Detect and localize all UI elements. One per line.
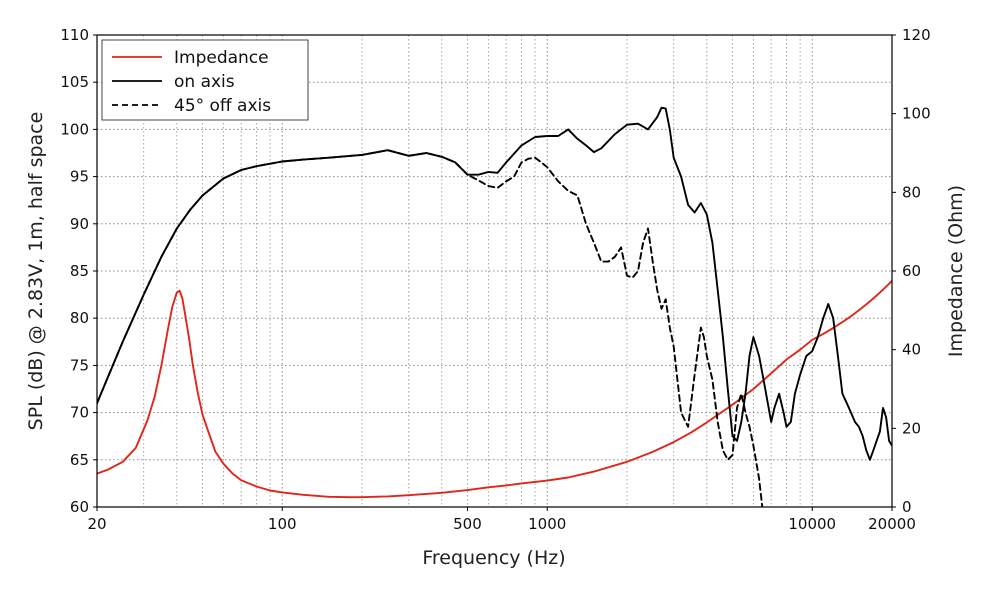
x-tick-labels: 20 100 500 1000 10000 20000 xyxy=(87,507,916,533)
x-tick-label: 10000 xyxy=(788,515,836,533)
legend-label-off-axis: 45° off axis xyxy=(174,96,271,116)
x-tick-label: 500 xyxy=(453,515,482,533)
left-y-tick-label: 90 xyxy=(70,215,89,233)
left-y-tick-labels: 60 65 70 75 80 85 90 95 100 105 110 xyxy=(60,26,97,516)
x-axis-title: Frequency (Hz) xyxy=(422,547,565,569)
series-line-impedance xyxy=(97,279,892,499)
plot-frame xyxy=(96,34,893,508)
legend-label-on-axis: on axis xyxy=(174,72,235,92)
series-line-45-off-axis xyxy=(97,149,764,507)
left-y-tick-label: 85 xyxy=(70,262,89,280)
x-tick-label: 1000 xyxy=(528,515,566,533)
left-y-tick-label: 80 xyxy=(70,309,89,327)
left-y-tick-label: 105 xyxy=(60,73,89,91)
right-y-axis-title: Impedance (Ohm) xyxy=(945,185,967,357)
legend-box xyxy=(101,39,309,121)
x-tick-label: 20 xyxy=(87,515,106,533)
right-y-tick-label: 20 xyxy=(902,419,921,437)
left-y-tick-label: 70 xyxy=(70,404,89,422)
right-y-tick-label: 120 xyxy=(902,26,931,44)
series-layer xyxy=(97,106,892,507)
right-y-tick-label: 100 xyxy=(902,105,931,123)
legend-label-impedance: Impedance xyxy=(174,48,269,68)
left-y-tick-label: 75 xyxy=(70,356,89,374)
right-y-tick-label: 80 xyxy=(902,183,921,201)
right-y-tick-label: 0 xyxy=(902,498,912,516)
x-tick-label: 20000 xyxy=(868,515,916,533)
left-y-axis-title: SPL (dB) @ 2.83V, 1m, half space xyxy=(25,112,47,431)
left-y-tick-label: 95 xyxy=(70,168,89,186)
left-y-tick-label: 65 xyxy=(70,451,89,469)
right-y-tick-label: 60 xyxy=(902,262,921,280)
right-y-tick-label: 40 xyxy=(902,341,921,359)
left-y-tick-label: 110 xyxy=(60,26,89,44)
left-y-tick-label: 60 xyxy=(70,498,89,516)
left-y-tick-label: 100 xyxy=(60,120,89,138)
right-y-tick-labels: 0 20 40 60 80 100 120 xyxy=(892,26,931,516)
x-tick-label: 100 xyxy=(268,515,297,533)
legend: Impedance on axis 45° off axis xyxy=(101,39,309,121)
